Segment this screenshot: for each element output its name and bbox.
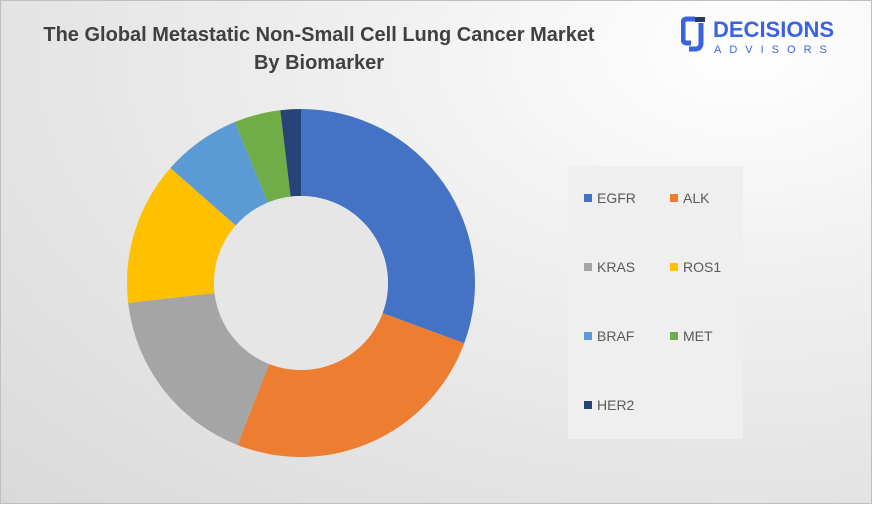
legend-swatch (584, 332, 592, 340)
slice-kras (128, 292, 270, 445)
decisions-advisors-logo: DECISIONS ADVISORS (681, 16, 835, 56)
slice-braf (170, 122, 268, 226)
slice-met (234, 110, 291, 203)
legend-item-egfr: EGFR (584, 190, 636, 206)
legend-item-met: MET (670, 328, 713, 344)
donut-chart (127, 109, 475, 458)
svg-text:ADVISORS: ADVISORS (714, 44, 835, 56)
donut-hole (214, 196, 388, 370)
legend-item-ros1: ROS1 (670, 259, 721, 275)
slice-ros1 (127, 168, 236, 303)
slice-egfr (301, 109, 475, 344)
legend-swatch (670, 263, 678, 271)
slice-alk (237, 313, 465, 458)
legend-swatch (584, 263, 592, 271)
chart-title: The Global Metastatic Non-Small Cell Lun… (1, 21, 637, 77)
legend-swatch (670, 332, 678, 340)
legend-item-kras: KRAS (584, 259, 635, 275)
svg-text:DECISIONS: DECISIONS (713, 17, 834, 42)
legend-item-braf: BRAF (584, 328, 634, 344)
title-line-1: The Global Metastatic Non-Small Cell Lun… (43, 24, 595, 46)
legend-item-her2: HER2 (584, 397, 634, 413)
legend-label: BRAF (597, 328, 635, 344)
legend-swatch (584, 401, 592, 409)
legend-label: KRAS (597, 259, 636, 275)
legend-label: MET (683, 328, 713, 344)
legend-label: EGFR (597, 190, 636, 206)
legend-swatch (670, 194, 678, 202)
legend-swatch (584, 194, 592, 202)
legend: EGFR ALK KRAS ROS1 BRAF MET HER2 (568, 166, 743, 439)
legend-label: ALK (683, 190, 710, 206)
title-line-2: By Biomarker (253, 52, 385, 74)
slice-her2 (280, 109, 301, 197)
legend-label: ROS1 (683, 259, 722, 275)
legend-label: HER2 (597, 397, 635, 413)
legend-item-alk: ALK (670, 190, 709, 206)
